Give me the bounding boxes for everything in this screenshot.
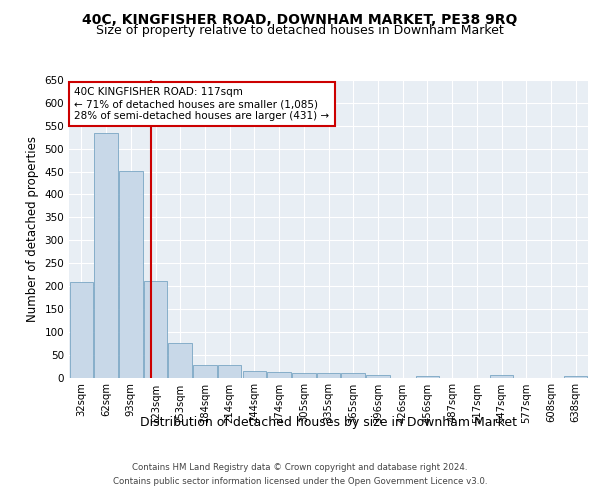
Bar	[416, 376, 439, 378]
Bar	[268, 372, 291, 378]
Bar	[144, 282, 167, 378]
Y-axis label: Number of detached properties: Number of detached properties	[26, 136, 39, 322]
Text: 40C, KINGFISHER ROAD, DOWNHAM MARKET, PE38 9RQ: 40C, KINGFISHER ROAD, DOWNHAM MARKET, PE…	[82, 12, 518, 26]
Bar	[490, 375, 513, 378]
Bar	[341, 374, 365, 378]
Bar	[70, 282, 93, 378]
Bar	[193, 365, 217, 378]
Bar	[366, 375, 389, 378]
Bar	[94, 132, 118, 378]
Bar	[242, 370, 266, 378]
Bar	[218, 365, 241, 378]
Text: Contains HM Land Registry data © Crown copyright and database right 2024.: Contains HM Land Registry data © Crown c…	[132, 464, 468, 472]
Bar	[317, 374, 340, 378]
Bar	[292, 373, 316, 378]
Bar	[564, 376, 587, 378]
Text: Distribution of detached houses by size in Downham Market: Distribution of detached houses by size …	[140, 416, 517, 429]
Bar	[169, 343, 192, 378]
Text: Size of property relative to detached houses in Downham Market: Size of property relative to detached ho…	[96, 24, 504, 37]
Text: Contains public sector information licensed under the Open Government Licence v3: Contains public sector information licen…	[113, 477, 487, 486]
Bar	[119, 170, 143, 378]
Text: 40C KINGFISHER ROAD: 117sqm
← 71% of detached houses are smaller (1,085)
28% of : 40C KINGFISHER ROAD: 117sqm ← 71% of det…	[74, 88, 329, 120]
